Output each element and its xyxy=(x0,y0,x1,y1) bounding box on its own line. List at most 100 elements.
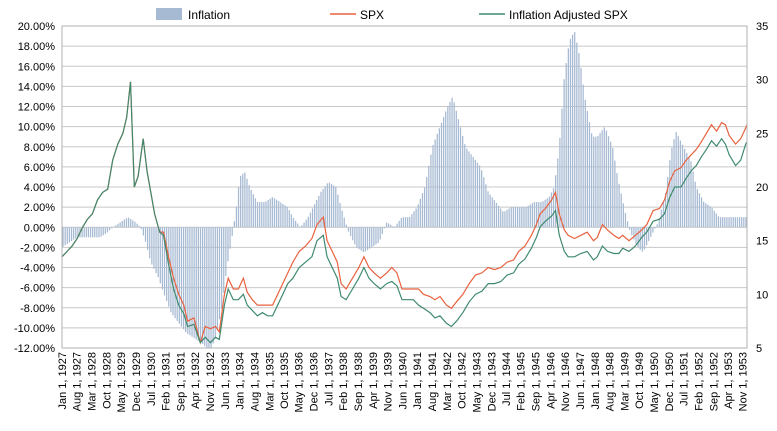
y-left-tick-label: 20.00% xyxy=(18,21,56,33)
x-tick-label: Mar 1, 1928 xyxy=(87,352,99,411)
inflation-bar xyxy=(216,227,219,330)
inflation-bar xyxy=(62,227,64,247)
inflation-bar xyxy=(595,136,597,228)
inflation-bar xyxy=(466,148,468,228)
inflation-bar xyxy=(616,173,618,228)
inflation-bar xyxy=(493,200,495,228)
inflation-bar xyxy=(256,202,259,228)
inflation-bar xyxy=(117,223,119,228)
inflation-bar xyxy=(643,227,646,250)
y-left-tick-label: 16.00% xyxy=(18,61,56,73)
inflation-bar xyxy=(151,227,153,265)
plot-area-border xyxy=(61,25,748,349)
inflation-bar xyxy=(68,227,71,243)
inflation-bar xyxy=(726,217,728,228)
inflation-bar xyxy=(155,227,157,273)
inflation-bar xyxy=(102,227,104,236)
inflation-bar xyxy=(542,201,544,228)
inflation-bar xyxy=(686,153,688,228)
inflation-bar xyxy=(294,220,297,228)
x-tick-label: Jan 1, 1927 xyxy=(57,352,69,410)
inflation-bar xyxy=(273,198,276,228)
inflation-bar xyxy=(115,225,117,228)
inflation-bar xyxy=(597,135,599,228)
inflation-bar xyxy=(434,139,436,228)
inflation-bar xyxy=(89,227,92,238)
inflation-bar xyxy=(265,201,267,228)
inflation-bar xyxy=(703,201,705,228)
y-left-tick-label: 18.00% xyxy=(18,41,56,53)
inflation-bar xyxy=(641,227,643,252)
inflation-bar xyxy=(316,200,318,228)
inflation-bar xyxy=(624,212,627,228)
x-tick-label: May 1, 1929 xyxy=(116,352,128,413)
x-tick-label: Dec 1, 1929 xyxy=(131,352,143,411)
inflation-bar xyxy=(462,135,464,228)
x-tick-label: Nov 1, 1939 xyxy=(383,352,395,411)
inflation-bar xyxy=(719,217,722,228)
inflation-bar xyxy=(233,221,235,228)
inflation-bar xyxy=(278,201,280,228)
inflation-bar xyxy=(362,227,364,252)
x-tick-label: Aug 1, 1948 xyxy=(604,352,616,411)
inflation-bar xyxy=(354,227,356,245)
inflation-bar xyxy=(525,207,527,228)
inflation-bar xyxy=(261,202,263,228)
x-tick-label: Nov 1, 1953 xyxy=(738,352,750,411)
inflation-bar xyxy=(157,227,159,278)
inflation-bar xyxy=(455,110,457,228)
inflation-bar xyxy=(339,202,341,228)
inflation-bar xyxy=(85,227,87,238)
inflation-bar xyxy=(510,207,512,228)
inflation-bar xyxy=(495,202,498,228)
inflation-bar xyxy=(588,122,591,228)
inflation-bar xyxy=(481,170,483,228)
inflation-bar xyxy=(457,119,460,228)
inflation-bar xyxy=(227,227,229,262)
inflation-bar xyxy=(189,227,191,336)
inflation-bar xyxy=(352,227,354,241)
inflation-bar xyxy=(214,227,216,338)
inflation-bar xyxy=(187,227,189,334)
y-left-tick-label: -12.00% xyxy=(14,343,55,355)
y-left-tick-label: -2.00% xyxy=(20,242,55,254)
inflation-bar xyxy=(290,214,293,228)
y-right-tick-label: 25 xyxy=(756,128,768,140)
inflation-bar xyxy=(381,227,383,234)
inflation-bar xyxy=(193,227,195,339)
x-tick-label: Aug 1, 1941 xyxy=(427,352,439,411)
inflation-bar xyxy=(385,222,388,228)
inflation-bar xyxy=(561,108,563,228)
inflation-bar xyxy=(271,197,273,228)
x-tick-label: Feb 1, 1952 xyxy=(693,352,705,411)
x-tick-label: Jan 1, 1934 xyxy=(235,352,247,410)
inflation-bar xyxy=(284,205,286,228)
inflation-bar xyxy=(267,200,269,228)
legend: Inflation SPX Inflation Adjusted SPX xyxy=(156,8,628,22)
inflation-bar xyxy=(576,42,578,228)
inflation-bar xyxy=(612,148,614,228)
inflation-bar xyxy=(375,227,377,245)
inflation-bar xyxy=(358,227,360,250)
inflation-bar xyxy=(559,137,561,228)
inflation-bar xyxy=(392,226,394,228)
inflation-bar xyxy=(590,133,593,228)
inflation-bar xyxy=(280,202,282,228)
legend-swatch-inflation xyxy=(156,8,182,20)
legend-label-spx-adjusted: Inflation Adjusted SPX xyxy=(509,8,628,22)
x-tick-label: Sep 1, 1952 xyxy=(708,352,720,411)
inflation-bar xyxy=(645,227,648,246)
inflation-bar xyxy=(536,202,538,228)
inflation-bar xyxy=(404,217,407,228)
inflation-bar xyxy=(330,184,333,228)
inflation-bar xyxy=(201,227,204,345)
inflation-bar xyxy=(70,227,73,242)
x-tick-label: Aug 1, 1934 xyxy=(249,352,261,411)
inflation-bar xyxy=(734,217,737,228)
inflation-bar xyxy=(474,159,476,228)
inflation-bars xyxy=(62,32,747,348)
inflation-bar xyxy=(472,157,474,228)
y-left-tick-label: -10.00% xyxy=(14,323,55,335)
x-tick-label: Apr 1, 1946 xyxy=(545,352,557,409)
inflation-bar xyxy=(700,197,703,228)
